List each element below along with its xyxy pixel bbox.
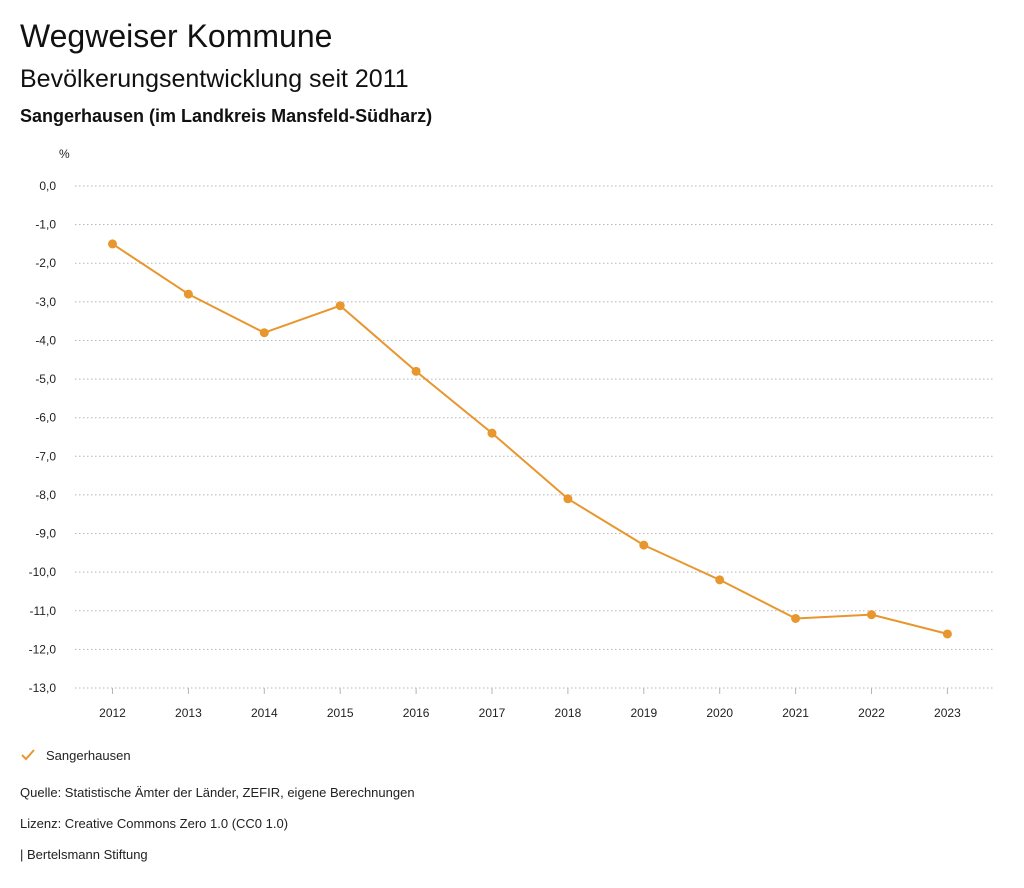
y-tick-label: -13,0 <box>29 681 57 695</box>
x-tick-label: 2020 <box>706 706 733 720</box>
x-tick-label: 2018 <box>555 706 582 720</box>
license-note: Lizenz: Creative Commons Zero 1.0 (CC0 1… <box>20 816 289 831</box>
x-axis-ticks: 2012 2013 2014 2015 2016 2017 2018 2019 2020 2021… <box>99 688 961 720</box>
x-tick-label: 2014 <box>251 706 278 720</box>
series-layer <box>108 239 952 639</box>
y-tick-label: -11,0 <box>30 604 57 618</box>
x-tick-label: 2021 <box>782 706 809 720</box>
data-point[interactable] <box>411 366 421 376</box>
data-point[interactable] <box>791 613 801 623</box>
publisher-note: | Bertelsmann Stiftung <box>20 847 148 862</box>
y-tick-label: -7,0 <box>35 449 56 463</box>
x-tick-label: 2022 <box>858 706 885 720</box>
x-tick-label: 2019 <box>630 706 657 720</box>
x-tick-label: 2017 <box>479 706 506 720</box>
y-axis-ticks: 0,0 -1,0 -2,0 -3,0 -4,0 -5,0 -6,0 -7,0 -8,0 -9,0 -… <box>29 179 57 695</box>
y-tick-label: -10,0 <box>29 565 57 579</box>
data-point[interactable] <box>942 629 952 639</box>
grid-lines <box>75 185 993 689</box>
y-tick-label: -4,0 <box>35 333 56 347</box>
data-point[interactable] <box>259 328 269 338</box>
checkmark-icon <box>21 749 35 761</box>
data-point[interactable] <box>639 540 649 550</box>
series-line-sangerhausen <box>111 243 948 635</box>
y-tick-label: 0,0 <box>39 179 56 193</box>
y-tick-label: -9,0 <box>35 527 56 541</box>
legend-label-sangerhausen: Sangerhausen <box>46 747 131 763</box>
y-tick-label: -3,0 <box>35 295 56 309</box>
x-tick-label: 2012 <box>99 706 126 720</box>
x-tick-label: 2023 <box>934 706 961 720</box>
x-tick-label: 2013 <box>175 706 202 720</box>
line-chart: % 0,0 -1,0 -2,0 -3,0 -4,0 -5,0 -6,0 -7,0 -8,0 -9,… <box>29 147 993 720</box>
y-tick-label: -5,0 <box>35 372 56 386</box>
data-point[interactable] <box>108 239 117 249</box>
data-point[interactable] <box>335 301 345 311</box>
data-point[interactable] <box>867 610 876 620</box>
y-axis-unit-label: % <box>59 147 70 161</box>
y-tick-label: -12,0 <box>29 642 57 656</box>
data-point[interactable] <box>183 289 193 299</box>
y-tick-label: -6,0 <box>35 411 56 425</box>
x-tick-label: 2016 <box>403 706 430 720</box>
y-tick-label: -1,0 <box>35 218 56 232</box>
source-note: Quelle: Statistische Ämter der Länder, Z… <box>20 785 415 800</box>
y-tick-label: -8,0 <box>35 488 56 502</box>
data-point[interactable] <box>563 494 573 504</box>
chart-subtitle: Bevölkerungsentwicklung seit 2011 <box>20 65 409 93</box>
y-tick-label: -2,0 <box>35 256 56 270</box>
region-label: Sangerhausen (im Landkreis Mansfeld-Südh… <box>20 106 433 126</box>
x-tick-label: 2015 <box>327 706 354 720</box>
legend[interactable]: Sangerhausen <box>20 744 131 766</box>
data-point[interactable] <box>715 575 725 585</box>
data-point[interactable] <box>487 428 497 438</box>
page-title: Wegweiser Kommune <box>20 18 333 54</box>
